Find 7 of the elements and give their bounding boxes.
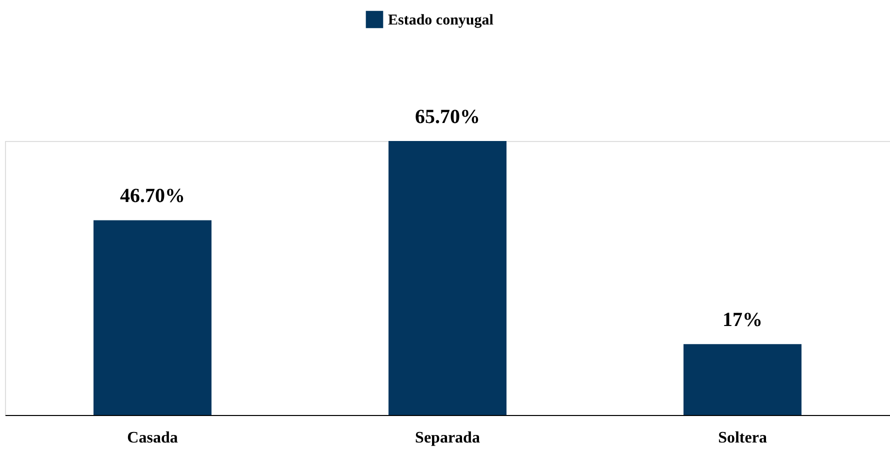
data-label: 65.70% (415, 106, 480, 128)
data-label: 17% (722, 309, 762, 332)
x-tick-label: Soltera (718, 430, 767, 446)
x-tick-label: Separada (415, 430, 480, 446)
x-tick-label: Casada (127, 430, 178, 446)
data-label: 46.70% (120, 185, 185, 208)
legend-label: Estado conyugal (388, 12, 494, 28)
